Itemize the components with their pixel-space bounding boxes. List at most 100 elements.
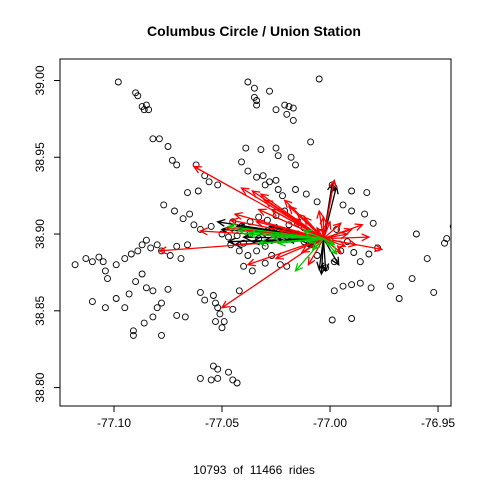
- station-point: [173, 242, 181, 250]
- green-trip-arrow-head: [237, 227, 248, 236]
- station-point: [348, 187, 356, 195]
- station-point: [207, 222, 215, 230]
- red-trip-arrow-head: [354, 223, 364, 231]
- red-trip-arrow: [322, 221, 331, 239]
- station-point: [313, 198, 321, 206]
- red-trip-arrow: [292, 218, 324, 240]
- station-point: [196, 374, 204, 382]
- station-point: [101, 267, 109, 275]
- station-point: [287, 153, 295, 161]
- station-point: [209, 292, 217, 299]
- black-trip-arrow-head: [216, 218, 226, 227]
- red-trip-arrow-head: [337, 240, 347, 248]
- red-trip-arrow-head: [255, 219, 265, 228]
- station-point: [443, 235, 451, 243]
- station-point: [145, 106, 153, 114]
- red-trip-arrow-head: [283, 199, 293, 209]
- black-trip-arrow-head: [321, 263, 330, 273]
- station-point: [220, 318, 228, 326]
- red-trip-arrow-head: [348, 239, 358, 248]
- green-trip-arrow-head: [311, 241, 321, 251]
- station-point: [121, 304, 129, 312]
- station-point: [149, 135, 157, 143]
- station-point: [138, 241, 146, 249]
- station-point: [218, 324, 226, 332]
- station-point: [125, 290, 133, 298]
- x-tick-label: -77.10: [97, 416, 131, 430]
- station-point: [235, 287, 243, 295]
- station-point: [328, 316, 336, 324]
- station-point: [387, 282, 394, 290]
- station-point: [129, 331, 137, 339]
- station-point: [112, 261, 120, 269]
- red-trip-arrow-head: [233, 211, 243, 220]
- station-point: [292, 161, 299, 169]
- station-point: [225, 368, 232, 376]
- station-point: [121, 255, 129, 263]
- red-trip-arrow: [323, 237, 346, 247]
- stations-layer: [71, 75, 451, 387]
- station-point: [244, 167, 252, 175]
- green-trip-arrow-head: [328, 246, 338, 256]
- green-trip-arrow: [323, 238, 335, 246]
- station-point: [142, 236, 150, 244]
- station-point: [212, 318, 219, 326]
- station-point: [274, 152, 282, 160]
- station-point: [449, 223, 451, 230]
- station-point: [142, 284, 150, 292]
- red-trip-arrow-head: [323, 220, 332, 230]
- chart-caption: 10793 of 11466 rides: [193, 463, 315, 477]
- x-axis: -77.10 -77.05 -77.00 -76.95: [97, 406, 455, 430]
- station-point: [160, 201, 168, 209]
- y-tick-label: 38.85: [33, 295, 47, 325]
- red-trip-arrow-head: [343, 227, 354, 236]
- station-point: [207, 376, 215, 384]
- station-point: [339, 201, 347, 209]
- station-point: [209, 362, 217, 370]
- station-point: [147, 244, 155, 252]
- red-trip-arrow-head: [329, 178, 338, 189]
- station-point: [214, 181, 222, 189]
- station-point: [88, 258, 96, 266]
- station-point: [149, 313, 157, 321]
- station-point: [250, 84, 258, 92]
- station-point: [339, 282, 347, 290]
- red-trip-arrow-head: [229, 217, 239, 226]
- red-trip-arrow-head: [300, 245, 310, 254]
- station-point: [330, 287, 338, 295]
- station-point: [233, 379, 241, 387]
- green-trip-arrow-head: [270, 233, 280, 242]
- station-point: [348, 207, 356, 215]
- green-trip-arrow-head: [276, 238, 286, 247]
- red-trip-arrow-head: [374, 244, 384, 253]
- station-point: [214, 374, 222, 382]
- station-point: [272, 176, 280, 184]
- station-point: [343, 238, 351, 246]
- station-point: [129, 327, 137, 335]
- station-point: [274, 186, 282, 193]
- red-trip-arrow-head: [307, 256, 316, 266]
- station-point: [127, 250, 135, 258]
- y-tick-label: 38.80: [33, 372, 47, 402]
- red-trip-arrow: [322, 180, 335, 239]
- station-point: [155, 135, 163, 143]
- station-point: [149, 287, 157, 295]
- station-point: [279, 192, 286, 200]
- station-point: [171, 207, 178, 215]
- x-tick-label: -77.00: [313, 416, 347, 430]
- red-trip-arrow-head: [198, 227, 209, 236]
- station-point: [164, 285, 172, 293]
- station-point: [266, 178, 273, 186]
- station-point: [361, 210, 369, 218]
- x-tick-label: -77.05: [205, 416, 239, 430]
- red-trip-arrow-head: [157, 246, 168, 255]
- station-point: [104, 275, 111, 283]
- station-point: [101, 304, 109, 312]
- station-point: [218, 230, 226, 238]
- station-point: [240, 262, 248, 270]
- red-trip-arrow-head: [361, 233, 371, 242]
- station-point: [253, 101, 261, 109]
- red-trip-arrow: [271, 208, 324, 240]
